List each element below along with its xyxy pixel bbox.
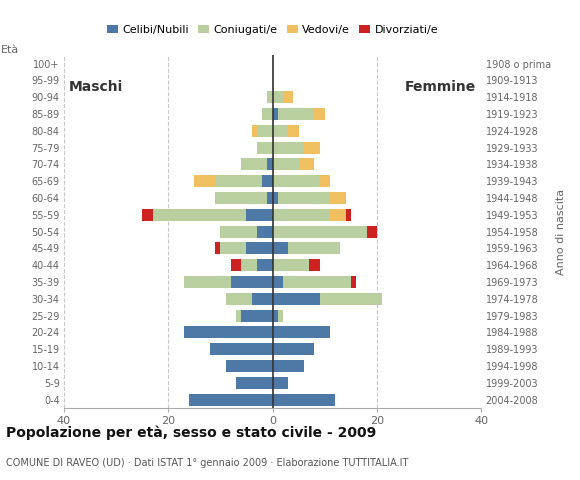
Bar <box>330 192 346 204</box>
Bar <box>273 326 330 338</box>
Bar <box>278 192 330 204</box>
Bar <box>273 259 309 271</box>
Legend: Celibi/Nubili, Coniugati/e, Vedovi/e, Divorziati/e: Celibi/Nubili, Coniugati/e, Vedovi/e, Di… <box>103 20 443 39</box>
Text: COMUNE DI RAVEO (UD) · Dati ISTAT 1° gennaio 2009 · Elaborazione TUTTITALIA.IT: COMUNE DI RAVEO (UD) · Dati ISTAT 1° gen… <box>6 457 408 468</box>
Bar <box>241 158 267 170</box>
Text: Maschi: Maschi <box>69 80 124 95</box>
Bar <box>273 293 320 305</box>
Bar <box>257 125 273 137</box>
Text: Età: Età <box>1 45 19 55</box>
Bar <box>299 158 314 170</box>
Bar <box>215 175 262 187</box>
Bar <box>231 276 273 288</box>
Bar <box>273 209 330 221</box>
Bar <box>273 108 278 120</box>
Bar <box>278 108 314 120</box>
Bar <box>252 293 273 305</box>
Bar <box>273 377 288 389</box>
Bar <box>273 192 278 204</box>
Bar <box>210 343 273 355</box>
Bar <box>273 175 320 187</box>
Bar <box>226 360 273 372</box>
Bar <box>273 142 304 154</box>
Bar <box>257 259 273 271</box>
Bar <box>273 310 278 322</box>
Bar <box>220 242 246 254</box>
Bar <box>346 209 351 221</box>
Bar <box>262 108 273 120</box>
Bar <box>246 242 273 254</box>
Bar <box>367 226 377 238</box>
Bar <box>252 125 257 137</box>
Bar <box>273 242 288 254</box>
Bar <box>320 175 330 187</box>
Bar <box>273 343 314 355</box>
Bar <box>283 91 293 103</box>
Bar <box>220 226 257 238</box>
Bar <box>257 226 273 238</box>
Bar <box>267 158 273 170</box>
Bar <box>314 108 325 120</box>
Text: Femmine: Femmine <box>405 80 476 95</box>
Bar <box>273 394 335 406</box>
Bar <box>304 142 320 154</box>
Bar <box>236 310 241 322</box>
Bar <box>215 242 220 254</box>
Bar <box>142 209 153 221</box>
Bar <box>241 259 257 271</box>
Bar <box>267 91 273 103</box>
Bar <box>273 226 367 238</box>
Bar <box>273 91 283 103</box>
Bar <box>241 310 273 322</box>
Bar <box>184 326 273 338</box>
Bar <box>257 142 273 154</box>
Bar <box>231 259 241 271</box>
Bar <box>267 192 273 204</box>
Bar <box>273 158 299 170</box>
Bar <box>215 192 267 204</box>
Bar <box>262 175 273 187</box>
Bar <box>283 276 351 288</box>
Bar <box>189 394 273 406</box>
Bar <box>309 259 320 271</box>
Bar <box>288 125 299 137</box>
Bar <box>153 209 246 221</box>
Bar <box>194 175 215 187</box>
Bar <box>320 293 382 305</box>
Bar <box>351 276 356 288</box>
Bar <box>273 276 283 288</box>
Bar <box>226 293 252 305</box>
Bar <box>236 377 273 389</box>
Bar <box>330 209 346 221</box>
Bar <box>273 360 304 372</box>
Bar <box>184 276 231 288</box>
Bar <box>246 209 273 221</box>
Bar <box>288 242 340 254</box>
Text: Popolazione per età, sesso e stato civile - 2009: Popolazione per età, sesso e stato civil… <box>6 425 376 440</box>
Y-axis label: Anno di nascita: Anno di nascita <box>556 189 566 275</box>
Bar <box>278 310 283 322</box>
Bar <box>273 125 288 137</box>
